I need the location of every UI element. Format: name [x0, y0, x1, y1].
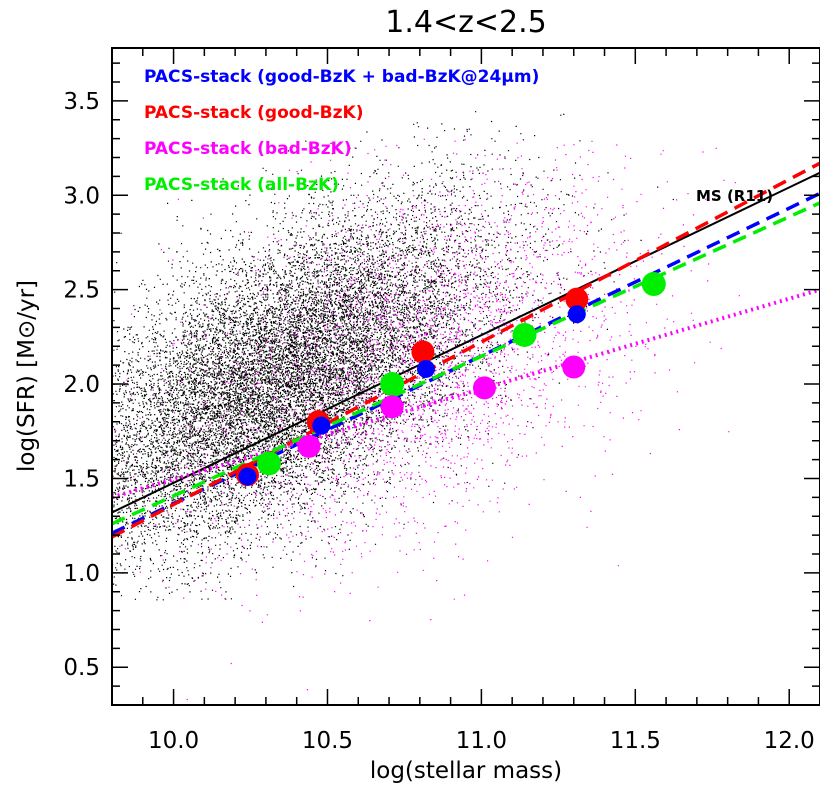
point-series-3-3 — [641, 271, 666, 296]
x-tick-label-2: 11.0 — [456, 728, 507, 754]
point-series-2-3 — [562, 355, 586, 379]
point-series-3-1 — [380, 372, 405, 397]
point-series-0-0 — [238, 467, 257, 486]
point-series-2-0 — [297, 434, 321, 458]
x-tick-label-0: 10.0 — [148, 728, 199, 754]
point-series-1-3 — [565, 287, 589, 311]
y-tick-label-2: 1.5 — [63, 466, 100, 492]
point-series-3-2 — [512, 322, 537, 347]
legend-entry-1: PACS-stack (good-BzK) — [144, 103, 363, 123]
legend-entry-2: PACS-stack (bad-BzK) — [144, 139, 352, 159]
point-series-2-1 — [380, 395, 404, 419]
point-series-2-2 — [472, 376, 496, 400]
x-tick-label-4: 12.0 — [764, 728, 815, 754]
x-tick-label-1: 10.5 — [302, 728, 353, 754]
main-sequence-line — [112, 171, 820, 514]
y-axis-label: log(SFR) [M⊙/yr] — [14, 280, 40, 472]
point-series-0-2 — [416, 359, 435, 378]
axis-tick-labels: 10.0 10.5 11.0 11.5 12.0 0.5 1.0 1.5 2.0 2.5 3.0 3.… — [63, 89, 814, 754]
fit-line-series-3 — [112, 201, 820, 526]
point-series-0-1 — [312, 416, 331, 435]
y-tick-label-4: 2.5 — [63, 278, 100, 304]
fit-line-series-2 — [112, 287, 820, 500]
y-tick-label-3: 2.0 — [63, 372, 100, 398]
axis-ticks — [111, 48, 820, 706]
background-points-path — [112, 138, 753, 701]
y-tick-label-0: 0.5 — [63, 655, 100, 681]
x-tick-label-3: 11.5 — [610, 728, 661, 754]
background-galaxies — [112, 111, 753, 701]
legend-entry-3: PACS-stack (all-BzK) — [144, 175, 339, 195]
ms-annotation: MS (R11) — [696, 187, 773, 205]
point-series-3-0 — [256, 451, 281, 476]
legend: PACS-stack (good-BzK + bad-BzK@24μm) PACS… — [144, 67, 539, 195]
background-sample-0 — [112, 138, 753, 701]
y-tick-label-6: 3.5 — [63, 89, 100, 115]
chart-title: 1.4<z<2.5 — [385, 5, 546, 40]
y-tick-label-5: 3.0 — [63, 183, 100, 209]
tick-marks — [111, 48, 820, 706]
y-tick-label-1: 1.0 — [63, 561, 100, 587]
legend-entry-0: PACS-stack (good-BzK + bad-BzK@24μm) — [144, 67, 539, 87]
background-points-path — [112, 111, 716, 601]
fit-line-series-1 — [112, 161, 820, 539]
stacked-points — [235, 271, 666, 487]
background-sample-1 — [112, 111, 716, 601]
point-series-0-3 — [567, 305, 586, 324]
point-series-1-2 — [411, 340, 435, 364]
plot-frame — [111, 47, 820, 706]
x-axis-label: log(stellar mass) — [370, 758, 562, 784]
fit-lines — [112, 161, 820, 539]
